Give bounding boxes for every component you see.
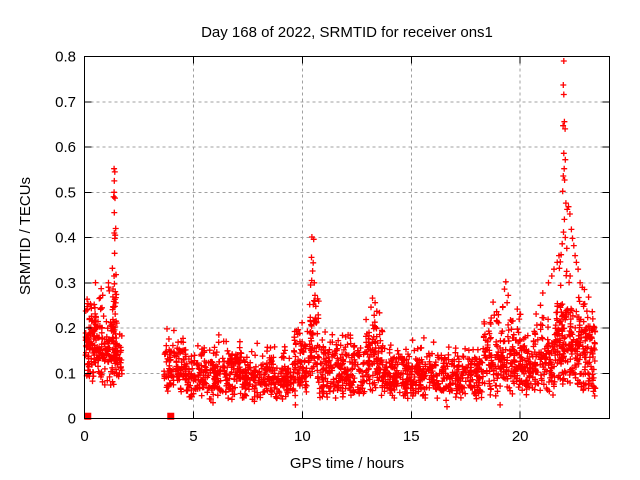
y-tick-label: 0.2 <box>55 320 76 337</box>
x-tick-label: 10 <box>294 428 311 445</box>
y-tick-label: 0.1 <box>55 365 76 382</box>
chart-title: Day 168 of 2022, SRMTID for receiver ons… <box>201 24 493 41</box>
y-tick-label: 0.8 <box>55 49 76 66</box>
plot-border-and-ticks <box>84 56 610 419</box>
x-tick-label: 20 <box>512 428 529 445</box>
tick-labels: 0 5 10 15 20 0 0.1 0.2 0.3 0.4 0.5 0.6 0.7 0.8 <box>55 49 528 446</box>
x-tick-label: 5 <box>189 428 197 445</box>
data-points <box>82 58 599 420</box>
square-marker <box>167 412 175 420</box>
x-tick-label: 0 <box>80 428 88 445</box>
x-axis-label: GPS time / hours <box>290 455 404 472</box>
plus-markers <box>82 58 599 410</box>
y-tick-label: 0.3 <box>55 275 76 292</box>
x-tick-label: 15 <box>403 428 420 445</box>
y-tick-label: 0.5 <box>55 184 76 201</box>
y-tick-label: 0 <box>68 411 76 428</box>
y-axis-label: SRMTID / TECUs <box>17 177 34 295</box>
y-tick-label: 0.6 <box>55 139 76 156</box>
square-marker <box>84 412 92 420</box>
y-tick-label: 0.7 <box>55 94 76 111</box>
y-tick-label: 0.4 <box>55 230 76 247</box>
